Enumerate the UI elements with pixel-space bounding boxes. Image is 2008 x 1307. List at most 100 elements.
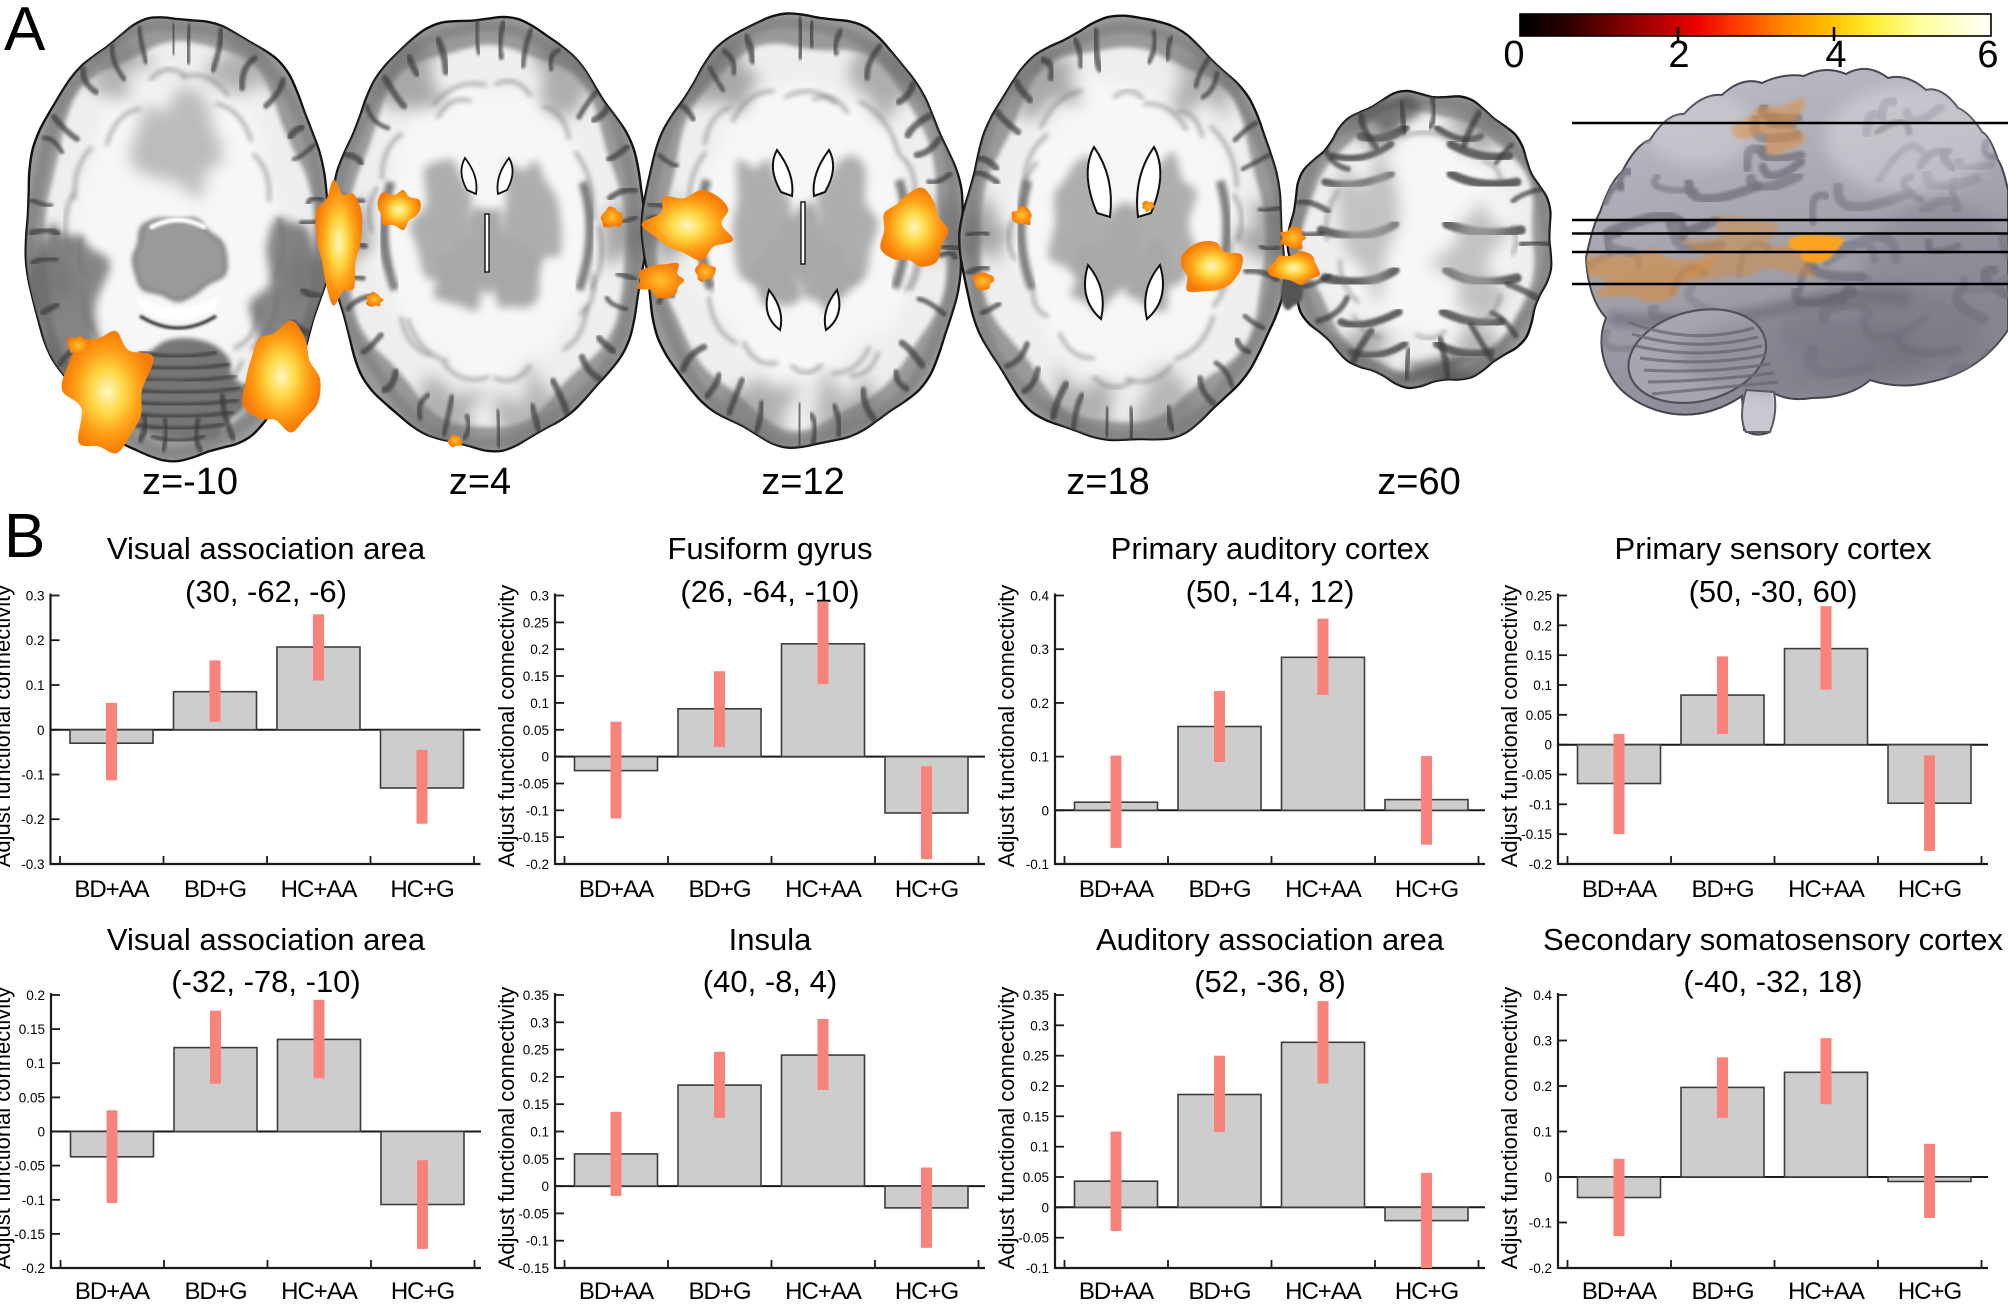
- svg-text:0: 0: [1041, 803, 1049, 818]
- svg-text:0.2: 0.2: [530, 642, 549, 657]
- svg-text:-0.05: -0.05: [518, 1206, 549, 1221]
- svg-text:0.05: 0.05: [1526, 708, 1552, 723]
- svg-text:-0.2: -0.2: [22, 1261, 45, 1276]
- svg-text:0.2: 0.2: [1533, 1079, 1552, 1094]
- svg-text:-0.2: -0.2: [1529, 1261, 1552, 1276]
- svg-text:-0.3: -0.3: [21, 857, 44, 872]
- svg-text:BD+AA: BD+AA: [1582, 1278, 1657, 1302]
- svg-text:(40, -8, 4): (40, -8, 4): [703, 964, 837, 999]
- svg-text:Primary auditory cortex: Primary auditory cortex: [1111, 531, 1430, 566]
- svg-text:-0.1: -0.1: [1026, 1261, 1049, 1276]
- svg-text:-0.2: -0.2: [21, 812, 44, 827]
- svg-text:0.2: 0.2: [26, 633, 45, 648]
- svg-text:0.05: 0.05: [523, 723, 549, 738]
- svg-text:Adjust functional connectivit: Adjust functional connectivity: [994, 987, 1019, 1270]
- svg-text:0.05: 0.05: [19, 1090, 45, 1105]
- svg-text:Adjust functional connectivit: Adjust functional connectivity: [494, 987, 519, 1270]
- svg-text:0.1: 0.1: [26, 678, 45, 693]
- svg-text:Visual association area: Visual association area: [107, 922, 426, 957]
- svg-text:Insula: Insula: [729, 922, 812, 957]
- svg-text:0.25: 0.25: [523, 615, 549, 630]
- svg-text:0.25: 0.25: [523, 1043, 549, 1058]
- svg-text:HC+AA: HC+AA: [785, 876, 862, 903]
- svg-text:0.1: 0.1: [1030, 1140, 1049, 1155]
- svg-text:BD+AA: BD+AA: [579, 876, 654, 903]
- svg-text:-0.05: -0.05: [1018, 1231, 1049, 1246]
- svg-text:0.15: 0.15: [523, 1097, 549, 1112]
- svg-text:HC+G: HC+G: [895, 1278, 958, 1302]
- svg-text:(52, -36, 8): (52, -36, 8): [1194, 964, 1346, 999]
- svg-text:0.15: 0.15: [1023, 1109, 1049, 1124]
- svg-text:HC+AA: HC+AA: [785, 1278, 862, 1302]
- svg-text:0.3: 0.3: [530, 1015, 549, 1030]
- svg-text:0: 0: [1544, 738, 1552, 753]
- svg-text:-0.1: -0.1: [1026, 857, 1049, 872]
- svg-text:z=18: z=18: [1066, 461, 1149, 503]
- svg-text:0.05: 0.05: [523, 1152, 549, 1167]
- svg-text:HC+G: HC+G: [1395, 876, 1458, 903]
- svg-text:z=12: z=12: [761, 461, 844, 503]
- svg-text:Adjust functional connectivit: Adjust functional connectivity: [1497, 585, 1522, 868]
- svg-text:BD+G: BD+G: [1691, 876, 1753, 903]
- svg-text:-0.1: -0.1: [1529, 1216, 1552, 1231]
- svg-text:BD+G: BD+G: [184, 876, 246, 903]
- svg-text:(30, -62, -6): (30, -62, -6): [185, 574, 347, 609]
- svg-text:Fusiform gyrus: Fusiform gyrus: [668, 531, 873, 566]
- svg-text:BD+AA: BD+AA: [1582, 876, 1657, 903]
- svg-text:BD+G: BD+G: [1691, 1278, 1753, 1302]
- svg-text:HC+AA: HC+AA: [281, 876, 358, 903]
- svg-text:HC+AA: HC+AA: [1285, 1278, 1362, 1302]
- svg-text:0.15: 0.15: [523, 669, 549, 684]
- svg-text:-0.05: -0.05: [14, 1159, 45, 1174]
- svg-text:4: 4: [1825, 34, 1846, 76]
- svg-text:0.25: 0.25: [1526, 589, 1552, 604]
- svg-text:0.3: 0.3: [530, 589, 549, 604]
- svg-text:0.2: 0.2: [1030, 1079, 1049, 1094]
- svg-text:-0.1: -0.1: [526, 1234, 549, 1249]
- svg-text:0.3: 0.3: [1030, 642, 1049, 657]
- svg-text:0.3: 0.3: [1533, 1034, 1552, 1049]
- svg-text:0.1: 0.1: [530, 696, 549, 711]
- svg-text:Adjust functional connectivit: Adjust functional connectivity: [494, 585, 519, 868]
- svg-text:(50, -30, 60): (50, -30, 60): [1689, 574, 1858, 609]
- svg-text:0.4: 0.4: [1030, 589, 1049, 604]
- svg-text:A: A: [4, 0, 46, 64]
- svg-text:-0.1: -0.1: [526, 803, 549, 818]
- svg-text:Adjust functional connectivit: Adjust functional connectivity: [0, 987, 15, 1270]
- svg-text:0.35: 0.35: [523, 988, 549, 1003]
- svg-text:-0.2: -0.2: [1529, 857, 1552, 872]
- svg-text:0.15: 0.15: [1526, 648, 1552, 663]
- svg-text:Adjust functional connectivit: Adjust functional connectivity: [0, 585, 15, 868]
- svg-text:HC+AA: HC+AA: [281, 1278, 358, 1302]
- svg-text:0: 0: [1544, 1170, 1552, 1185]
- svg-text:0: 0: [37, 1125, 45, 1140]
- svg-text:Primary sensory cortex: Primary sensory cortex: [1615, 531, 1932, 566]
- svg-text:BD+AA: BD+AA: [579, 1278, 654, 1302]
- svg-text:BD+AA: BD+AA: [1079, 1278, 1154, 1302]
- svg-text:HC+AA: HC+AA: [1285, 876, 1362, 903]
- svg-text:BD+AA: BD+AA: [74, 876, 149, 903]
- svg-text:-0.05: -0.05: [1521, 768, 1552, 783]
- svg-text:BD+G: BD+G: [1188, 1278, 1250, 1302]
- svg-text:0: 0: [1041, 1200, 1049, 1215]
- svg-text:Adjust functional connectivit: Adjust functional connectivity: [994, 585, 1019, 868]
- svg-text:-0.15: -0.15: [518, 1261, 549, 1276]
- svg-text:B: B: [4, 502, 45, 571]
- svg-text:z=4: z=4: [449, 461, 511, 503]
- svg-text:(50, -14, 12): (50, -14, 12): [1186, 574, 1355, 609]
- svg-text:-0.05: -0.05: [518, 777, 549, 792]
- svg-text:6: 6: [1977, 34, 1998, 76]
- svg-text:0.25: 0.25: [1023, 1049, 1049, 1064]
- svg-text:0.4: 0.4: [1533, 988, 1552, 1003]
- svg-text:HC+G: HC+G: [391, 1278, 454, 1302]
- svg-text:0.1: 0.1: [1533, 678, 1552, 693]
- svg-text:Adjust functional connectivit: Adjust functional connectivity: [1497, 987, 1522, 1270]
- svg-text:z=-10: z=-10: [142, 461, 238, 503]
- svg-text:0.2: 0.2: [530, 1070, 549, 1085]
- svg-text:-0.15: -0.15: [14, 1227, 45, 1242]
- svg-text:-0.1: -0.1: [21, 768, 44, 783]
- svg-text:BD+G: BD+G: [688, 1278, 750, 1302]
- svg-text:Visual association area: Visual association area: [107, 531, 426, 566]
- svg-text:0.3: 0.3: [26, 589, 45, 604]
- svg-text:0.2: 0.2: [1533, 618, 1552, 633]
